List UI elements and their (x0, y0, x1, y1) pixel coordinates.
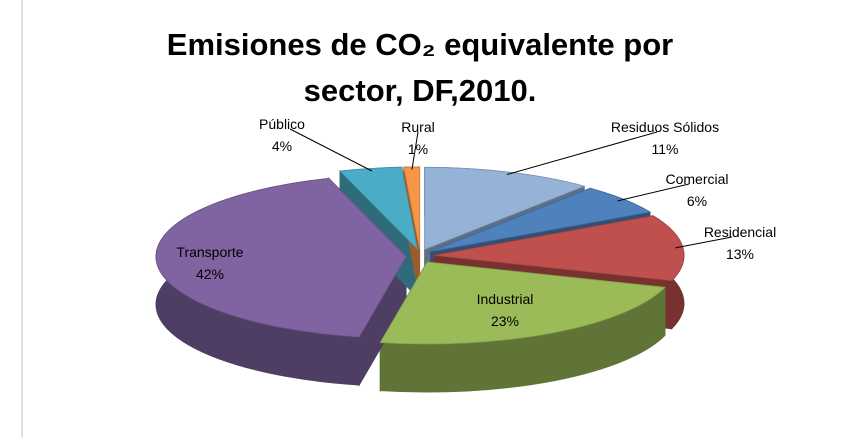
data-label-value: 4% (272, 138, 292, 154)
pie-tops (155, 166, 685, 345)
data-labels: Residuos Sólidos 11% Comercial 6% Residencia… (176, 116, 776, 329)
leader-line (617, 183, 690, 202)
slice (433, 215, 685, 282)
leader-line (506, 131, 658, 176)
data-label-category: Industrial (477, 291, 534, 307)
data-label-category: Rural (401, 119, 434, 135)
slice (403, 166, 420, 250)
data-label-value: 23% (491, 313, 519, 329)
leader-line (289, 128, 373, 172)
leader-line (675, 236, 733, 249)
slice (339, 166, 419, 251)
data-label-value: 6% (687, 193, 707, 209)
leader-line (411, 131, 419, 170)
data-label-category: Residuos Sólidos (611, 119, 719, 135)
data-label-category: Residencial (704, 224, 776, 240)
slice (155, 178, 407, 338)
data-label-value: 13% (726, 246, 754, 262)
slice (424, 167, 586, 251)
data-label-category: Comercial (665, 171, 728, 187)
data-label-category: Público (259, 116, 305, 132)
chart-title: Emisiones de CO₂ equivalente por sector,… (166, 27, 674, 108)
data-label-value: 1% (408, 141, 428, 157)
data-label-value: 11% (652, 141, 679, 157)
data-label-value: 42% (196, 266, 224, 282)
data-label-category: Transporte (176, 244, 243, 260)
slice (379, 261, 666, 345)
